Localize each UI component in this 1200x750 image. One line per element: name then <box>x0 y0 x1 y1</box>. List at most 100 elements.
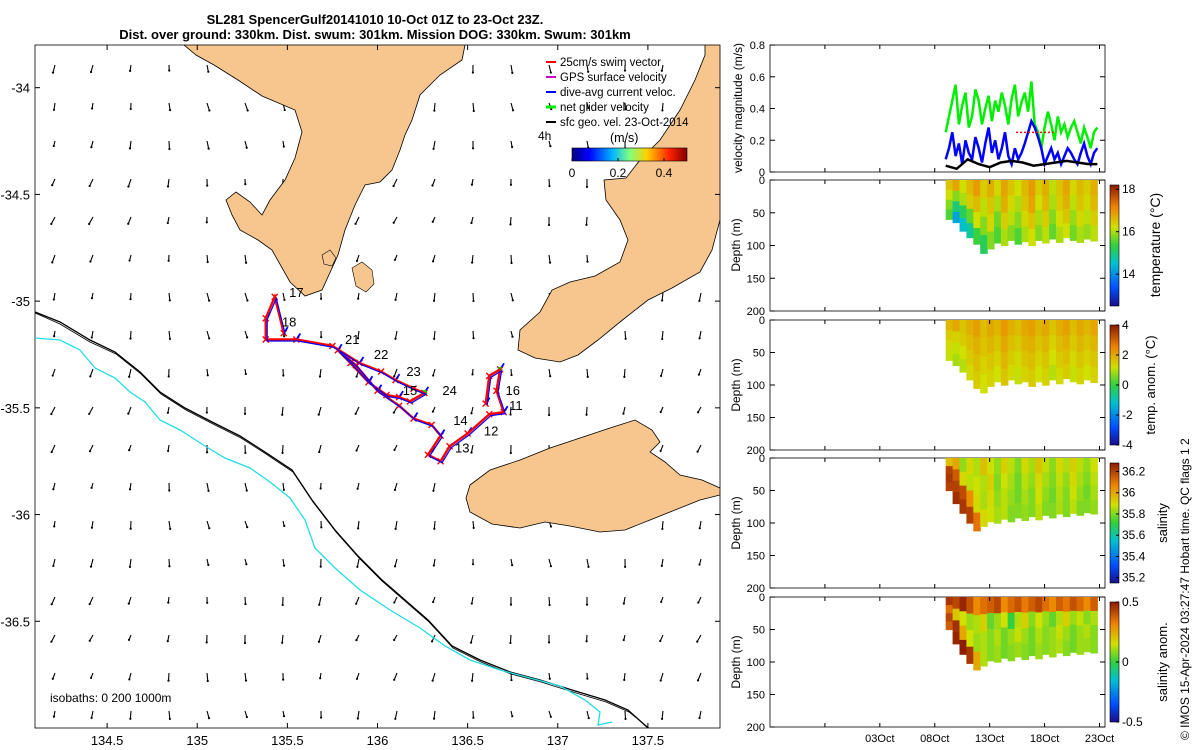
map-xtick-label: 137.5 <box>632 733 665 748</box>
surface-vector-head <box>432 147 435 150</box>
surface-vector-head <box>432 600 435 604</box>
surface-vector-head <box>128 147 132 150</box>
surface-vector <box>622 406 626 414</box>
section-cell <box>1083 458 1091 473</box>
section-cell <box>994 227 1002 244</box>
surface-vector-head <box>659 449 662 453</box>
section-cell <box>945 189 954 201</box>
section-cell <box>980 458 988 476</box>
surface-vector <box>244 330 248 338</box>
section-cell <box>1049 626 1057 643</box>
depth-tick-label: 0 <box>759 453 765 465</box>
section-cell <box>1076 486 1085 502</box>
surface-vector-head <box>393 375 396 378</box>
surface-vector-head <box>471 373 474 376</box>
section-cell <box>987 505 995 523</box>
section-cell <box>1076 351 1085 369</box>
surface-vector <box>432 368 436 376</box>
surface-vector-head <box>698 563 701 566</box>
section-cell <box>994 335 1002 352</box>
section-cell <box>1049 641 1057 658</box>
depth-tick-label: 150 <box>747 413 765 425</box>
surface-vector-head <box>167 601 170 604</box>
section-cell <box>1090 638 1098 654</box>
surface-vector-head <box>50 222 53 226</box>
surface-vector-head <box>88 639 91 642</box>
section-cell <box>1028 640 1036 657</box>
temp-anom-section <box>945 320 1098 394</box>
surface-vector-head <box>208 337 211 340</box>
section-cell <box>973 212 981 229</box>
section-cell <box>1090 195 1098 211</box>
track-day-label: 14 <box>453 413 467 428</box>
surface-vector-head <box>246 336 249 339</box>
surface-vector <box>357 710 360 719</box>
section-cell <box>1076 320 1085 337</box>
surface-vector-head <box>53 335 56 338</box>
section-cell <box>980 216 988 236</box>
section-cell <box>973 371 981 389</box>
section-cell <box>1042 486 1050 502</box>
surface-vector-head <box>471 261 474 264</box>
surface-vector-head <box>659 679 662 682</box>
surface-vector <box>90 64 94 73</box>
surface-vector-head <box>167 259 170 262</box>
section-cell <box>1083 334 1091 351</box>
section-cell <box>1069 499 1078 514</box>
section-cell <box>1000 503 1009 520</box>
surface-vector <box>168 330 171 340</box>
section-cell <box>1028 487 1036 503</box>
section-cell <box>966 349 974 366</box>
section-cell <box>1021 350 1029 367</box>
surface-vector-head <box>509 603 513 606</box>
section-cell <box>952 201 961 213</box>
surface-vector-head <box>320 297 323 300</box>
section-cell <box>1021 458 1029 475</box>
surface-vector-head <box>469 641 473 644</box>
section-cell <box>1062 194 1071 210</box>
section-cell <box>952 480 961 493</box>
temperature-panel: 0 50 100 150 200 Depth (m) 14 16 18 temperatur… <box>729 175 1163 318</box>
section-cell <box>945 209 954 220</box>
section-cell <box>952 320 961 332</box>
section-cell <box>1042 472 1050 488</box>
section-cell <box>1021 504 1029 521</box>
section-cell <box>959 597 967 612</box>
section-cell <box>1083 498 1091 514</box>
section-cell <box>1049 458 1057 474</box>
salinity-anom-colorbar-label: salinity anom. <box>1155 622 1170 701</box>
section-cell <box>1021 612 1029 629</box>
section-cell <box>1056 367 1064 385</box>
colorbar-tick-label: 2 <box>1122 348 1129 362</box>
depth-tick-label: 50 <box>753 486 765 498</box>
section-cell <box>980 648 988 667</box>
surface-vector <box>53 292 56 300</box>
surface-vector-head <box>128 375 131 378</box>
section-cell <box>1062 487 1071 503</box>
surface-vector-head <box>167 375 170 378</box>
section-cell <box>1035 488 1043 505</box>
depth-tick-label: 200 <box>747 445 765 457</box>
surface-vector-head <box>355 375 358 378</box>
surface-vector-head <box>624 565 627 568</box>
speed-colorbar-tick-label: 0 <box>569 166 576 180</box>
surface-vector-head <box>393 601 396 604</box>
surface-vector-head <box>127 412 130 415</box>
time-tick-label: 18Oct <box>1030 733 1059 745</box>
section-cell <box>966 364 974 381</box>
surface-vector-head <box>624 717 627 721</box>
surface-vector <box>697 444 702 452</box>
section-cell <box>1062 208 1071 224</box>
surface-vector <box>661 520 664 529</box>
surface-vector-head <box>320 335 323 339</box>
section-cell <box>1069 597 1078 612</box>
surface-vector-head <box>586 677 589 680</box>
glider-track-blue <box>266 296 506 464</box>
surface-vector <box>168 102 171 111</box>
section-cell <box>966 506 974 524</box>
track-day-label: 16 <box>505 383 519 398</box>
surface-vector <box>510 64 513 73</box>
surface-vector-head <box>470 412 473 415</box>
section-cell <box>1000 488 1009 505</box>
